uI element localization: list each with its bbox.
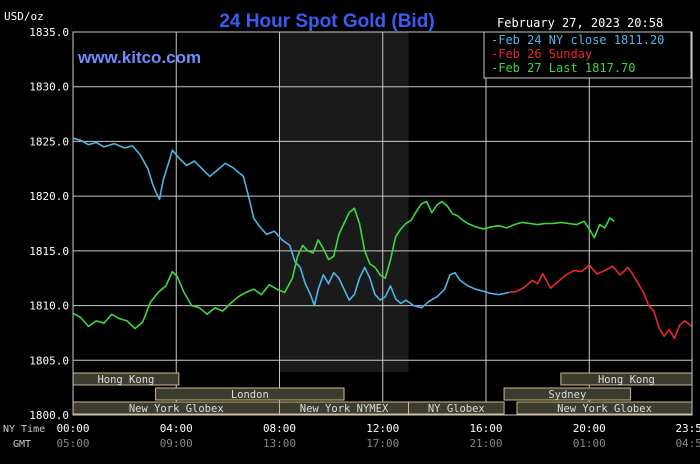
x-tick-label-ny: 00:00: [56, 422, 89, 435]
session-label: Hong Kong: [97, 374, 154, 386]
unit-label: USD/oz: [4, 10, 44, 23]
night-shade-band: [279, 32, 409, 372]
session-label: New York Globex: [129, 403, 224, 415]
x-tick-label-ny: 04:00: [160, 422, 193, 435]
x-row-label-gmt: GMT: [13, 439, 31, 450]
x-tick-label-ny: 23:59: [675, 422, 700, 435]
session-label: Hong Kong: [598, 374, 655, 386]
y-tick-label: 1825.0: [29, 135, 69, 148]
series-line-feb24: [72, 137, 510, 309]
y-tick-label: 1830.0: [29, 81, 69, 94]
x-tick-label-ny: 08:00: [263, 422, 296, 435]
series-line-feb26: [509, 264, 693, 340]
price-series: [72, 137, 693, 340]
y-tick-label: 1835.0: [29, 26, 69, 39]
x-tick-label-gmt: 05:00: [56, 437, 89, 450]
y-tick-label: 1810.0: [29, 300, 69, 313]
plot-border: [72, 31, 693, 416]
x-tick-label-gmt: 13:00: [263, 437, 296, 450]
x-tick-label-ny: 20:00: [573, 422, 606, 435]
session-label: Sydney: [548, 389, 586, 401]
y-tick-label: 1820.0: [29, 190, 69, 203]
x-tick-label-ny: 16:00: [469, 422, 502, 435]
y-tick-label: 1815.0: [29, 245, 69, 258]
series-line-feb27: [72, 200, 615, 330]
x-tick-label-gmt: 04:59: [675, 437, 700, 450]
watermark: www.kitco.com: [77, 48, 201, 67]
x-tick-label-ny: 12:00: [366, 422, 399, 435]
axes: 1835.0 1830.0 1825.0 1820.0 1815.0 1810.0 1805…: [29, 26, 700, 450]
session-label: New York Globex: [557, 403, 652, 415]
session-label: NY Globex: [428, 403, 485, 415]
legend-box: [483, 31, 692, 79]
session-label: New York NYMEX: [300, 403, 389, 415]
legend: February 27, 2023 20:58 -Feb 24 NY close…: [483, 16, 692, 79]
x-row-label-ny: NY Time: [3, 424, 45, 435]
x-tick-label-gmt: 17:00: [366, 437, 399, 450]
y-tick-label: 1805.0: [29, 354, 69, 367]
market-sessions: Hong Kong London New York Globex New York N…: [72, 372, 693, 415]
x-tick-label-gmt: 09:00: [160, 437, 193, 450]
chart-title: 24 Hour Spot Gold (Bid): [219, 11, 434, 32]
timestamp-label: February 27, 2023 20:58: [497, 16, 663, 30]
session-bar: [155, 387, 345, 401]
session-bar: [503, 387, 632, 401]
session-bar: [408, 401, 505, 415]
x-tick-label-gmt: 21:00: [469, 437, 502, 450]
legend-entry-feb26: -Feb 26 Sunday: [491, 47, 592, 61]
legend-entry-feb24: -Feb 24 NY close 1811.20: [491, 33, 664, 47]
session-label: London: [231, 389, 269, 401]
x-tick-label-gmt: 01:00: [573, 437, 606, 450]
legend-entry-feb27: -Feb 27 Last 1817.70: [491, 61, 636, 75]
y-tick-label: 1800.0: [29, 409, 69, 422]
